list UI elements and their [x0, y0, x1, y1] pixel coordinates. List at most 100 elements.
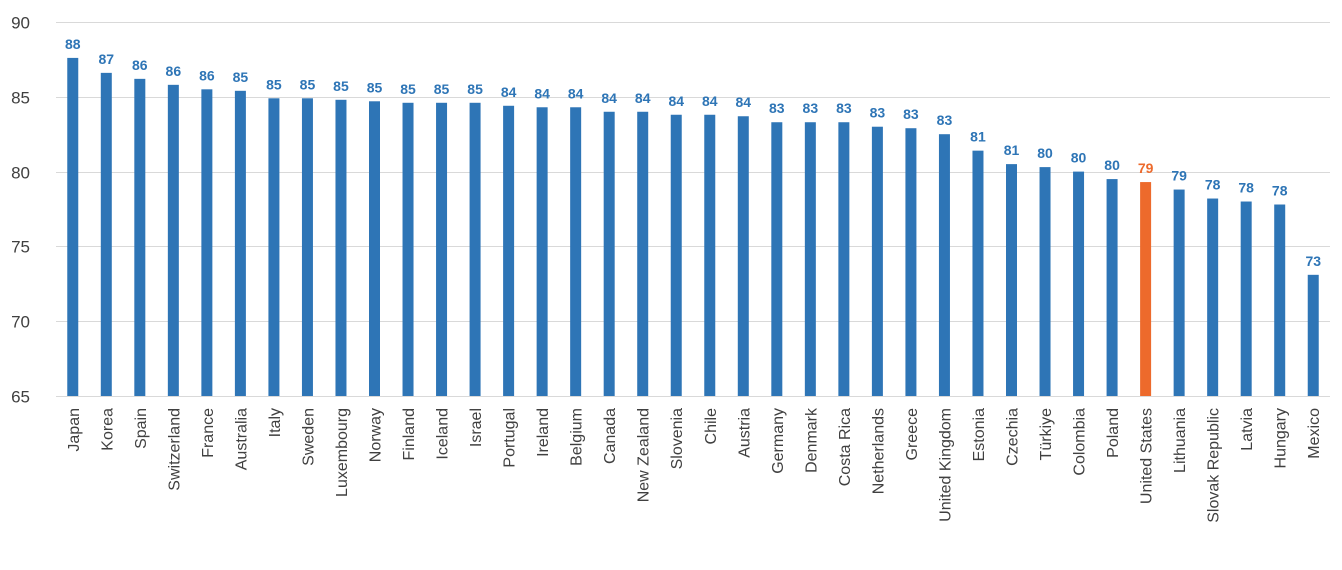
bar: [704, 114, 716, 396]
data-label: 81: [970, 129, 986, 145]
category-label: Switzerland: [166, 408, 183, 491]
bar: [335, 99, 347, 397]
data-label: 84: [568, 85, 584, 101]
category-label: Japan: [66, 408, 83, 452]
category-label: Colombia: [1072, 408, 1089, 476]
data-label: 85: [300, 76, 316, 92]
bar: [469, 102, 481, 396]
data-label: 80: [1071, 150, 1087, 166]
category-label: Italy: [267, 408, 284, 437]
bar: [771, 122, 783, 397]
bar: [234, 90, 246, 396]
data-label: 83: [836, 100, 852, 116]
data-label: 79: [1138, 160, 1154, 176]
category-label: Netherlands: [870, 408, 887, 494]
bar: [871, 126, 883, 396]
y-axis-ticks: 65 70 75 80 85 90: [11, 14, 30, 407]
y-tick-label: 90: [11, 14, 30, 33]
category-label: Greece: [904, 408, 921, 461]
bar: [1073, 171, 1085, 396]
data-labels: 88 87 86 86 86 85 85 85 85 85 85 85 85 84 84 84 84 84 84 84…: [65, 36, 1321, 269]
y-tick-label: 70: [11, 313, 30, 332]
category-label: Estonia: [971, 408, 988, 461]
data-label: 85: [434, 81, 450, 97]
category-label: Mexico: [1306, 408, 1323, 459]
data-label: 80: [1104, 157, 1120, 173]
category-label: Czechia: [1005, 408, 1022, 466]
category-label: Denmark: [803, 407, 820, 473]
bar: [905, 128, 917, 396]
data-label: 84: [668, 93, 684, 109]
data-label: 84: [534, 85, 550, 101]
bar: [637, 111, 649, 396]
data-label: 86: [132, 57, 148, 73]
category-label: France: [200, 408, 217, 458]
data-label: 83: [937, 112, 953, 128]
category-label: Latvia: [1239, 408, 1256, 451]
category-label: Israel: [468, 408, 485, 447]
category-label: Austria: [736, 408, 753, 458]
category-label: Finland: [401, 408, 418, 460]
bar: [570, 107, 582, 396]
bar: [67, 57, 79, 397]
category-label: Türkiye: [1038, 408, 1055, 461]
category-label: United Kingdom: [937, 408, 954, 522]
bar: [1207, 198, 1219, 396]
category-label: Slovenia: [669, 408, 686, 469]
data-label: 86: [166, 63, 182, 79]
category-label: Korea: [99, 408, 116, 451]
category-label: Belgium: [569, 408, 586, 466]
data-label: 78: [1238, 180, 1254, 196]
category-label: Australia: [233, 408, 250, 470]
data-label: 84: [601, 90, 617, 106]
bar: [972, 150, 984, 396]
bar: [536, 107, 548, 396]
category-label: Ireland: [535, 408, 552, 457]
category-label: Luxembourg: [334, 408, 351, 497]
y-tick-label: 80: [11, 164, 30, 183]
category-label: United States: [1139, 408, 1156, 504]
data-label: 86: [199, 67, 215, 83]
bar: [268, 98, 280, 397]
bar: [1106, 179, 1118, 396]
bar: [301, 98, 313, 397]
y-tick-label: 75: [11, 238, 30, 257]
data-label: 85: [333, 78, 349, 94]
bar: [201, 89, 213, 396]
bar: [100, 72, 112, 396]
category-label: Portugal: [502, 408, 519, 468]
data-label: 88: [65, 36, 81, 52]
data-label: 78: [1205, 177, 1221, 193]
bar: [737, 116, 749, 397]
bar: [503, 105, 515, 396]
bar: [1274, 204, 1286, 396]
data-label: 73: [1305, 253, 1321, 269]
bar: [938, 134, 950, 396]
bar: [369, 101, 380, 397]
bar: [134, 78, 146, 397]
data-label: 85: [400, 81, 416, 97]
data-label: 84: [501, 84, 517, 100]
data-label: 83: [903, 106, 919, 122]
y-tick-label: 65: [11, 388, 30, 407]
data-label: 85: [467, 81, 483, 97]
bar: [1307, 274, 1319, 396]
data-label: 87: [99, 51, 115, 67]
category-label: Chile: [703, 408, 720, 445]
bars: [67, 57, 1319, 397]
data-label: 81: [1004, 142, 1020, 158]
data-label: 83: [870, 105, 886, 121]
category-label: Germany: [770, 408, 787, 474]
category-label: Costa Rica: [837, 408, 854, 486]
category-label: Slovak Republic: [1206, 408, 1223, 523]
category-label: Poland: [1105, 408, 1122, 458]
bar: [167, 84, 179, 396]
category-label: Hungary: [1273, 408, 1290, 468]
category-label: Iceland: [435, 408, 452, 460]
data-label: 80: [1037, 145, 1053, 161]
category-label: Norway: [368, 408, 385, 462]
data-label: 85: [266, 76, 282, 92]
bar: [838, 122, 850, 397]
bar: [670, 114, 682, 396]
